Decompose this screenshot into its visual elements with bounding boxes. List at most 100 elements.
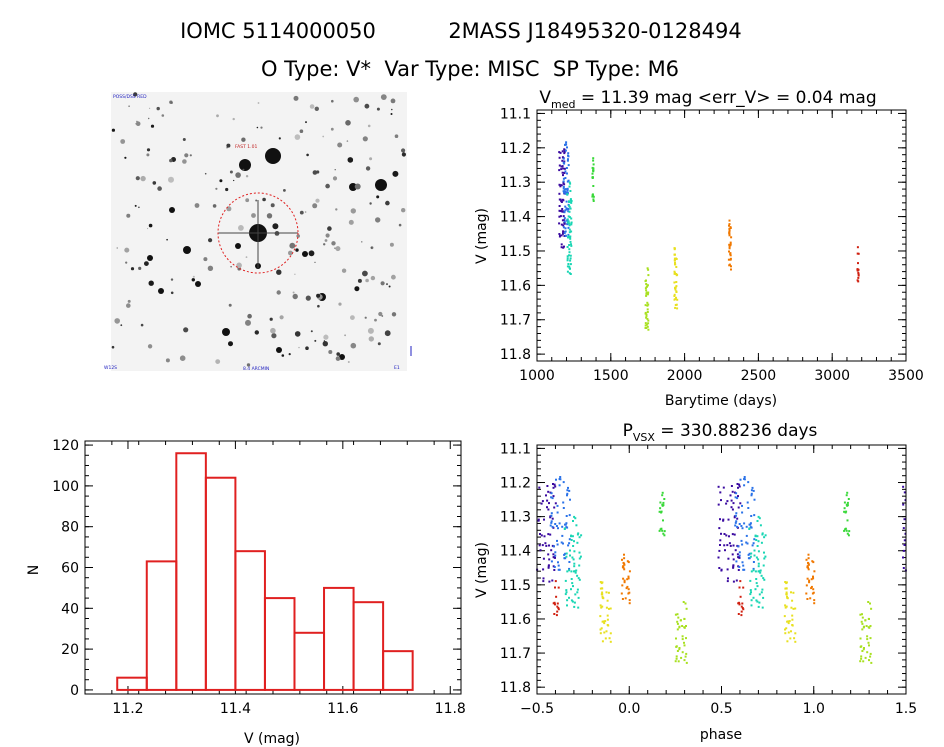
lightcurve-point	[729, 244, 732, 247]
star	[345, 120, 351, 126]
lightcurve-point	[562, 174, 564, 177]
phased-point	[621, 558, 623, 561]
phased-point	[572, 520, 574, 522]
phased-point	[553, 483, 556, 486]
phased-point	[548, 502, 550, 505]
lightcurve-xlabel: Barytime (days)	[665, 393, 777, 409]
phased-point	[537, 519, 540, 522]
lightcurve-point	[560, 168, 563, 171]
star	[168, 176, 174, 183]
lightcurve-point	[558, 215, 561, 218]
star	[323, 243, 326, 246]
lightcurve-point	[566, 223, 569, 226]
lightcurve-point	[564, 149, 567, 152]
phased-point	[549, 491, 552, 494]
phased-point	[566, 599, 569, 602]
phased-point	[551, 579, 554, 582]
lightcurve-point	[646, 311, 649, 313]
phased-point	[556, 504, 559, 507]
phased-point	[604, 637, 607, 640]
phased-point	[538, 544, 541, 547]
phased-point	[791, 614, 794, 617]
lightcurve-point	[857, 252, 860, 255]
star	[192, 275, 195, 278]
star	[344, 334, 346, 337]
lightcurve-point	[857, 274, 860, 277]
phased-point	[861, 616, 864, 619]
lightcurve-point	[566, 257, 569, 260]
phased-point	[753, 549, 756, 552]
phased-panel: PVSX = 330.88236 days −0.5 0.0 0.5 1.0 1.5 11…	[474, 421, 917, 743]
lightcurve-point	[647, 328, 650, 331]
star	[335, 356, 341, 361]
phased-point	[741, 561, 744, 564]
phased-point	[543, 518, 545, 521]
phased-point	[606, 614, 609, 617]
lightcurve-point	[674, 306, 677, 309]
phased-xlabel: phase	[700, 727, 742, 743]
star	[292, 291, 295, 294]
phased-point	[568, 561, 571, 563]
lightcurve-point	[676, 298, 679, 301]
star	[289, 242, 296, 249]
histogram-ticks: 11.2 11.4 11.6 11.8 0 20 40 60 80 100 120	[52, 438, 466, 717]
phased-point	[785, 627, 788, 630]
star	[226, 143, 231, 148]
phased-point	[750, 591, 752, 594]
phased-point	[601, 593, 604, 595]
lightcurve-point	[563, 211, 566, 214]
phased-point	[719, 518, 721, 521]
phased-point	[571, 582, 574, 585]
phased-point	[809, 597, 812, 600]
phased-point	[806, 577, 809, 580]
lightcurve-point	[566, 187, 569, 190]
phased-point	[676, 650, 679, 652]
phased-point	[626, 585, 629, 588]
star	[302, 251, 308, 257]
star	[239, 159, 251, 171]
phased-point	[902, 567, 905, 569]
phased-point	[902, 556, 904, 559]
phased-point	[599, 628, 602, 631]
phased-point	[742, 568, 745, 571]
phased-point	[723, 544, 726, 547]
star	[375, 217, 381, 223]
phased-point	[681, 625, 684, 627]
phased-point	[805, 592, 808, 595]
phased-point	[547, 566, 550, 569]
phased-point	[601, 620, 604, 623]
phased-point	[741, 511, 744, 514]
phased-point	[683, 626, 686, 629]
phased-point	[683, 641, 685, 644]
lightcurve-point	[728, 229, 731, 232]
star	[334, 247, 336, 249]
lightcurve-point	[592, 169, 595, 172]
phased-point	[727, 518, 730, 521]
histogram-bar	[204, 476, 237, 691]
phased-point	[603, 622, 606, 625]
phased-point	[741, 602, 744, 605]
lightcurve-point	[645, 323, 648, 326]
star	[215, 359, 221, 364]
lightcurve-point	[562, 187, 565, 190]
lightcurve-point	[728, 234, 731, 237]
phased-point	[902, 485, 905, 488]
star	[254, 330, 259, 335]
lightcurve-point	[561, 171, 564, 174]
phased-point	[869, 655, 872, 658]
phased-point	[865, 625, 868, 627]
lightcurve-point	[563, 160, 566, 163]
phased-point	[859, 613, 862, 616]
star	[245, 175, 249, 178]
phased-point	[547, 565, 550, 568]
x-tick-label: 1.0	[803, 701, 825, 717]
phased-point	[794, 607, 797, 610]
star	[133, 92, 138, 97]
star	[369, 202, 372, 205]
star	[189, 154, 192, 157]
phased-point	[569, 554, 571, 557]
phased-point	[866, 638, 869, 641]
phased-point	[599, 632, 602, 635]
phased-point	[754, 534, 757, 537]
phased-point	[732, 566, 735, 569]
